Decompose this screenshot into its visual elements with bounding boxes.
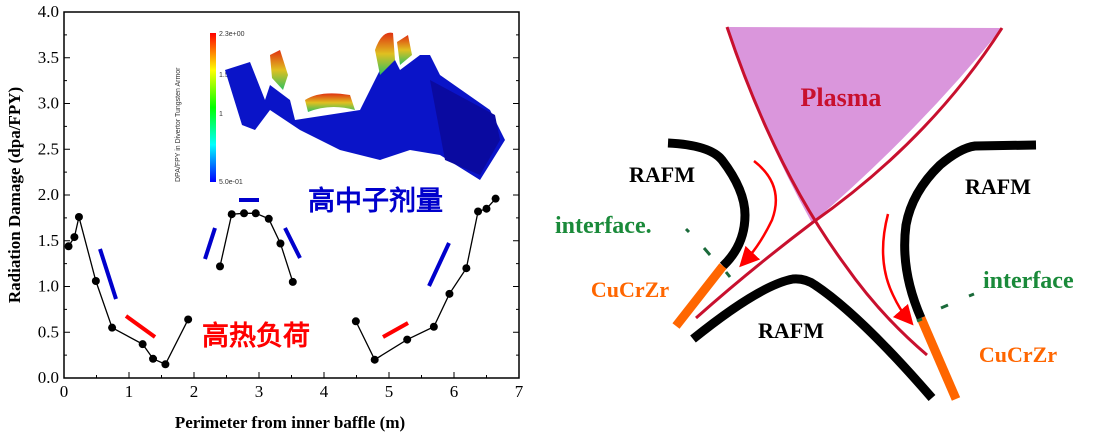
rafm-right-label: RAFM: [965, 174, 1031, 199]
y-tick-label: 1.5: [38, 231, 59, 250]
data-point: [251, 209, 260, 218]
data-point: [462, 264, 471, 273]
data-point: [445, 289, 454, 298]
cucrzr-right-label: CuCrZr: [979, 342, 1057, 367]
data-point: [474, 207, 483, 216]
separatrix-right-leg: [695, 27, 1004, 320]
y-tick-label: 1.0: [38, 277, 59, 296]
interface-left-label: interface.: [555, 213, 652, 239]
inset-3d-render: 2.3e+00 1.5 1 5.0e-01 DPA/FPY in Diverto…: [175, 31, 505, 186]
series-line: [68, 216, 189, 366]
y-tick-label: 4.0: [38, 2, 59, 21]
data-point: [149, 354, 158, 363]
y-tick-label: 3.5: [38, 48, 59, 67]
y-tick-label: 3.0: [38, 94, 59, 113]
x-tick-label: 7: [515, 382, 524, 401]
data-point: [64, 242, 73, 251]
axes: 0 1 2 3 4 5 6 7 0.0 0.5 1.0 1.5 2.0 2.5 3.0 3.5 4.0: [38, 2, 524, 401]
data-point: [138, 340, 147, 349]
colorbar: [210, 33, 216, 182]
series-line: [355, 198, 497, 361]
data-point: [276, 239, 285, 248]
plasma-label: Plasma: [801, 83, 882, 112]
plasma-region: [727, 27, 1002, 223]
colorbar-title: DPA/FPY in Divertor Tungsten Armor: [175, 67, 182, 182]
data-point: [70, 233, 79, 242]
data-point: [482, 204, 491, 213]
y-axis-label: Radiation Damage (dpa/FPY): [5, 87, 24, 303]
series-line: [219, 212, 294, 283]
x-axis-label: Perimeter from inner baffle (m): [175, 413, 405, 432]
data-series: [64, 194, 500, 369]
heat-flux-arrow-right: [881, 213, 914, 326]
radiation-damage-chart: 2.3e+00 1.5 1 5.0e-01 DPA/FPY in Diverto…: [5, 2, 524, 432]
cucrzr-left: [672, 263, 727, 329]
interface-dashes: [684, 227, 975, 323]
colorbar-tick: 1.5: [219, 72, 229, 79]
x-tick-label: 1: [125, 382, 134, 401]
rafm-bottom: [690, 274, 936, 401]
colorbar-tick: 5.0e-01: [219, 179, 243, 186]
data-point: [108, 323, 117, 332]
rafm-left-label: RAFM: [629, 162, 695, 187]
y-tick-label: 0.5: [38, 322, 59, 341]
data-point: [74, 212, 83, 221]
x-tick-label: 3: [255, 382, 264, 401]
y-tick-label: 2.5: [38, 139, 59, 158]
y-tick-label: 0.0: [38, 368, 59, 387]
separatrix-left-leg: [725, 26, 928, 357]
data-point: [240, 209, 249, 218]
annotation-high-neutron-dose: 高中子剂量: [308, 185, 443, 217]
heat-flux-arrow-left: [739, 160, 778, 268]
data-point: [491, 194, 500, 203]
x-tick-label: 5: [385, 382, 394, 401]
x-tick-label: 0: [60, 382, 69, 401]
x-tick-label: 2: [190, 382, 199, 401]
annotation-high-heat-load: 高热负荷: [202, 320, 310, 352]
x-tick-label: 4: [320, 382, 329, 401]
colorbar-tick: 2.3e+00: [219, 31, 245, 38]
data-point: [91, 277, 100, 286]
data-point: [351, 317, 360, 326]
data-point: [288, 277, 297, 286]
data-point: [161, 360, 170, 369]
data-point: [403, 335, 412, 344]
rafm-left: [667, 138, 750, 270]
annotation-marks: [98, 198, 451, 339]
data-point: [429, 322, 438, 331]
data-point: [264, 214, 273, 223]
data-point: [184, 315, 193, 324]
interface-right-label: interface: [983, 268, 1074, 294]
colorbar-tick: 1: [219, 111, 223, 118]
cucrzr-right: [916, 316, 961, 401]
rafm-right: [900, 140, 1037, 320]
data-point: [216, 262, 224, 271]
y-tick-label: 2.0: [38, 185, 59, 204]
x-tick-label: 6: [450, 382, 459, 401]
cucrzr-left-label: CuCrZr: [591, 277, 669, 302]
data-point: [227, 210, 236, 219]
data-point: [370, 355, 379, 364]
rafm-bottom-label: RAFM: [758, 318, 824, 343]
